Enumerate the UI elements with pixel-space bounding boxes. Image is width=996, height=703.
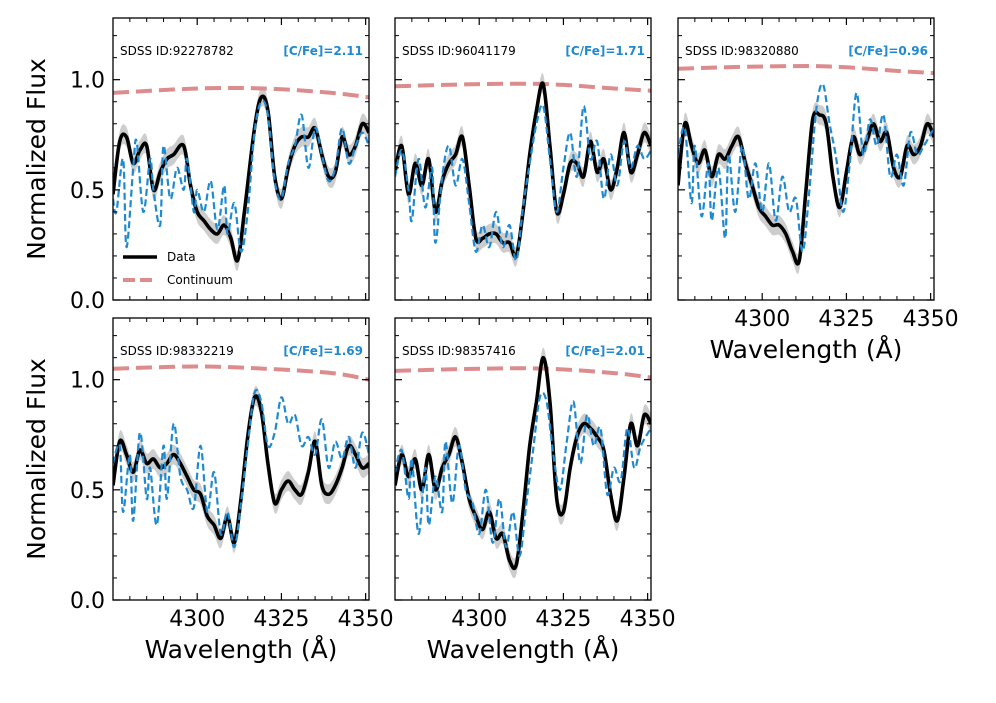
y-axis-label: Normalized Flux: [22, 358, 51, 560]
continuum-line: [113, 364, 369, 382]
x-tick-label: 4350: [620, 607, 676, 632]
x-tick-label: 4300: [451, 607, 507, 632]
axes-frame: [677, 17, 935, 301]
legend-data-label: Data: [167, 250, 196, 264]
x-tick-label: 4350: [338, 607, 394, 632]
carbon-abundance-label: [C/Fe]=1.69: [283, 344, 363, 358]
x-tick-label: 4325: [535, 607, 591, 632]
continuum-line: [395, 81, 651, 93]
data-uncertainty-band: [113, 86, 369, 271]
panel-96041179: SDSS ID:96041179 [C/Fe]=1.71: [394, 17, 652, 301]
axes-frame: [394, 317, 652, 601]
axes-frame: [394, 17, 652, 301]
panel-98332219: SDSS ID:98332219 [C/Fe]=1.69 4300 4325 435…: [22, 317, 394, 664]
data-spectrum-line: [395, 355, 651, 571]
continuum-line: [395, 366, 651, 380]
y-axis-label: Normalized Flux: [22, 58, 51, 260]
plot-area: [113, 364, 369, 553]
panel-98320880: SDSS ID:98320880 [C/Fe]=0.96 4300 4325 435…: [677, 17, 959, 364]
axes-frame: [112, 317, 370, 601]
x-axis-label: Wavelength (Å): [427, 635, 620, 664]
y-tick-label: 0.0: [70, 289, 105, 314]
y-tick-label: 0.5: [70, 479, 105, 504]
carbon-abundance-label: [C/Fe]=2.01: [565, 344, 645, 358]
plot-area: [395, 73, 651, 267]
model-spectrum-line: [113, 388, 369, 549]
sdss-id-label: SDSS ID:98357416: [402, 344, 516, 358]
legend-continuum-label: Continuum: [167, 273, 233, 287]
plot-area: [113, 85, 369, 271]
model-spectrum-line: [395, 391, 651, 558]
panel-92278782: SDSS ID:92278782 [C/Fe]=2.11 0.0 0.5 1.0 No…: [22, 17, 370, 314]
continuum-line: [113, 85, 369, 100]
model-spectrum-line: [678, 82, 934, 253]
sdss-id-label: SDSS ID:92278782: [120, 44, 234, 58]
x-tick-label: 4350: [903, 307, 959, 332]
x-tick-label: 4300: [169, 607, 225, 632]
model-spectrum-line: [395, 103, 651, 262]
x-tick-label: 4325: [253, 607, 309, 632]
sdss-id-label: SDSS ID:98332219: [120, 344, 234, 358]
data-spectrum-line: [113, 394, 369, 545]
continuum-line: [678, 64, 934, 76]
sdss-id-label: SDSS ID:98320880: [685, 44, 799, 58]
carbon-abundance-label: [C/Fe]=0.96: [848, 44, 928, 58]
axes-frame: [112, 17, 370, 301]
carbon-abundance-label: [C/Fe]=1.71: [565, 44, 645, 58]
sdss-id-label: SDSS ID:96041179: [402, 44, 516, 58]
carbon-abundance-label: [C/Fe]=2.11: [283, 44, 363, 58]
x-tick-label: 4300: [734, 307, 790, 332]
panel-98357416: SDSS ID:98357416 [C/Fe]=2.01 4300 4325 435…: [394, 317, 676, 664]
model-spectrum-line: [113, 99, 369, 253]
y-tick-label: 1.0: [70, 69, 105, 94]
x-axis-label: Wavelength (Å): [710, 335, 903, 364]
y-tick-label: 0.0: [70, 589, 105, 614]
plot-area: [395, 347, 651, 579]
y-tick-label: 1.0: [70, 369, 105, 394]
data-spectrum-line: [678, 110, 934, 266]
x-axis-label: Wavelength (Å): [145, 635, 338, 664]
y-tick-label: 0.5: [70, 179, 105, 204]
plot-area: [678, 64, 934, 274]
x-tick-label: 4325: [818, 307, 874, 332]
